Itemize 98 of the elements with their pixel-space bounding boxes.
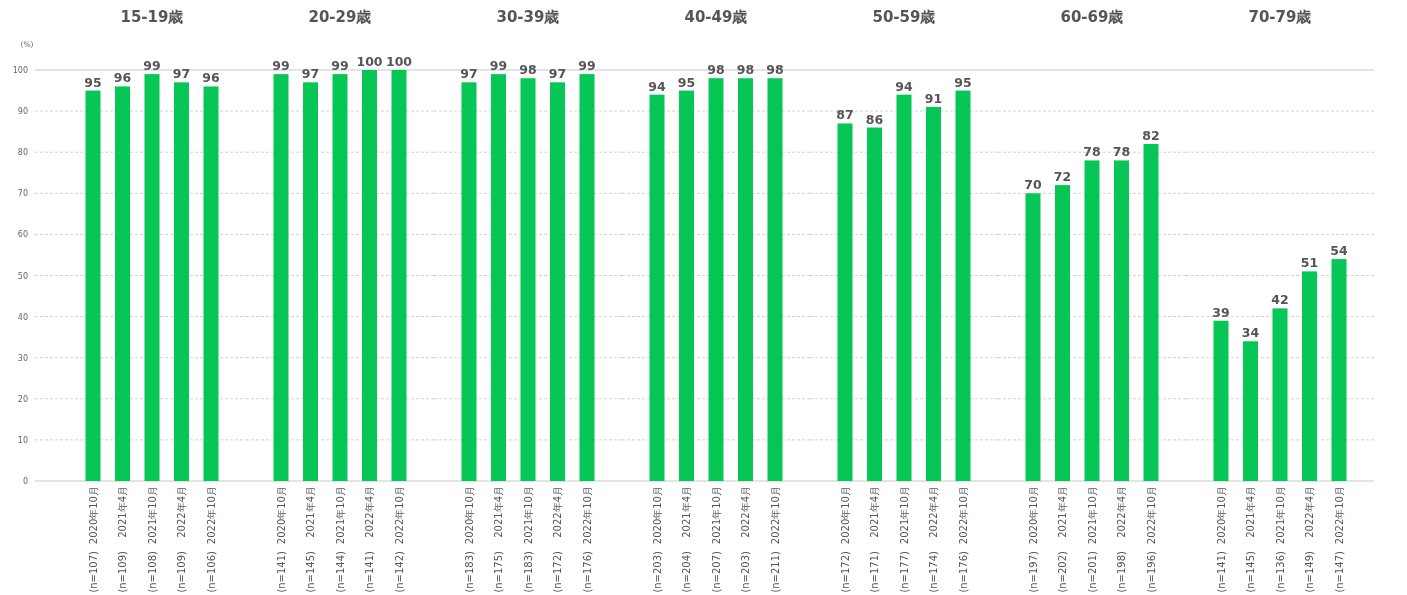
data-label: 99 xyxy=(578,58,596,74)
data-label: 78 xyxy=(1112,144,1131,160)
chart-title: 50-59歳 xyxy=(872,8,936,26)
data-label: 54 xyxy=(1330,243,1348,259)
chart-title: 30-39歳 xyxy=(496,8,560,26)
data-label: 97 xyxy=(548,66,567,82)
category-label: 2021年4月 (n=175) xyxy=(493,486,504,593)
y-tick-label: 30 xyxy=(17,353,28,363)
data-label: 98 xyxy=(736,62,755,78)
x-tick-label: 2021年10月 (n=183) xyxy=(522,486,534,595)
category-label: 2021年4月 (n=109) xyxy=(117,486,128,593)
bar xyxy=(1213,320,1229,481)
y-tick-label: 0 xyxy=(22,477,28,486)
bar xyxy=(1272,308,1288,481)
data-label: 100 xyxy=(356,54,383,69)
x-tick-label: 2021年10月 (n=201) xyxy=(1086,486,1098,595)
data-label: 51 xyxy=(1300,255,1319,271)
y-tick-label: 70 xyxy=(17,189,28,199)
x-tick-label: 2020年10月 (n=183) xyxy=(463,486,475,595)
y-tick-label: 10 xyxy=(17,435,28,445)
x-tick-label: 2020年10月 (n=141) xyxy=(275,486,287,595)
data-label: 39 xyxy=(1212,304,1230,320)
bar xyxy=(955,90,971,481)
category-label: 2021年4月 (n=202) xyxy=(1057,486,1068,593)
x-tick-label: 2021年10月 (n=108) xyxy=(146,486,158,595)
data-label: 42 xyxy=(1271,292,1289,308)
category-label: 2022年4月 (n=174) xyxy=(928,486,939,593)
data-label: 97 xyxy=(460,66,478,82)
data-label: 78 xyxy=(1083,144,1101,160)
data-label: 97 xyxy=(172,66,191,82)
data-label: 72 xyxy=(1053,169,1072,185)
bar xyxy=(896,94,912,481)
data-label: 99 xyxy=(331,58,349,74)
y-tick-label: 60 xyxy=(17,230,28,240)
data-label: 95 xyxy=(954,74,972,90)
data-label: 96 xyxy=(202,70,220,86)
category-label: 2022年4月 (n=198) xyxy=(1116,486,1127,593)
x-tick-label: 2020年10月 (n=172) xyxy=(839,486,851,595)
data-label: 98 xyxy=(519,62,537,78)
bar xyxy=(1243,341,1258,481)
chart-title: 20-29歳 xyxy=(308,8,372,26)
data-label: 99 xyxy=(272,58,290,74)
x-tick-label: 2022年10月 (n=211) xyxy=(769,486,781,595)
category-label: 2022年4月 (n=109) xyxy=(176,486,187,593)
chart-title: 40-49歳 xyxy=(684,8,748,26)
data-label: 70 xyxy=(1024,177,1042,193)
category-label: 2022年4月 (n=172) xyxy=(552,486,563,593)
data-label: 82 xyxy=(1142,127,1160,143)
data-label: 97 xyxy=(301,66,320,82)
bar xyxy=(1302,271,1317,481)
data-label: 34 xyxy=(1241,325,1260,341)
y-tick-label: 20 xyxy=(17,394,28,404)
category-label: 2021年4月 (n=145) xyxy=(305,486,316,593)
data-label: 94 xyxy=(895,78,913,94)
data-label: 95 xyxy=(677,74,696,90)
data-label: 87 xyxy=(836,107,854,123)
category-label: 2022年4月 (n=149) xyxy=(1304,486,1315,593)
data-label: 98 xyxy=(766,62,784,78)
data-label: 91 xyxy=(924,90,943,106)
data-label: 98 xyxy=(707,62,725,78)
y-tick-label: 80 xyxy=(17,148,28,158)
data-label: 99 xyxy=(143,58,161,74)
bar xyxy=(867,127,882,481)
category-label: 2021年4月 (n=204) xyxy=(681,486,692,593)
category-label: 2021年4月 (n=171) xyxy=(869,486,880,593)
chart-title: 60-69歳 xyxy=(1060,8,1124,26)
chart-title: 70-79歳 xyxy=(1248,8,1312,26)
category-label: 2022年4月 (n=141) xyxy=(364,486,375,593)
x-tick-label: 2022年10月 (n=142) xyxy=(393,486,405,595)
x-tick-label: 2020年10月 (n=197) xyxy=(1027,486,1039,595)
data-label: 99 xyxy=(489,58,508,74)
y-tick-label: 90 xyxy=(17,107,28,117)
y-tick-label: 50 xyxy=(17,271,28,281)
category-label: 2021年4月 (n=145) xyxy=(1245,486,1256,593)
bar xyxy=(837,123,853,481)
x-tick-label: 2022年10月 (n=106) xyxy=(205,486,217,595)
data-label: 94 xyxy=(648,78,666,94)
x-tick-label: 2021年10月 (n=144) xyxy=(334,486,346,595)
x-tick-label: 2021年10月 (n=177) xyxy=(898,486,910,595)
data-label: 96 xyxy=(113,70,132,86)
x-tick-label: 2020年10月 (n=203) xyxy=(651,486,663,595)
data-label: 100 xyxy=(385,54,413,69)
x-tick-label: 2021年10月 (n=207) xyxy=(710,486,722,595)
x-tick-label: 2022年10月 (n=196) xyxy=(1145,486,1157,595)
bar xyxy=(1331,259,1347,481)
x-tick-label: 2020年10月 (n=107) xyxy=(87,486,99,595)
data-label: 86 xyxy=(865,111,884,127)
x-tick-label: 2021年10月 (n=136) xyxy=(1274,486,1286,595)
chart-title: 15-19歳 xyxy=(120,8,184,26)
category-label: 2022年4月 (n=203) xyxy=(740,486,751,593)
y-tick-label: 40 xyxy=(17,312,28,322)
x-tick-label: 2020年10月 (n=141) xyxy=(1215,486,1227,595)
data-label: 95 xyxy=(84,74,102,90)
x-tick-label: 2022年10月 (n=176) xyxy=(957,486,969,595)
bar xyxy=(926,106,941,481)
y-tick-label: 100 xyxy=(12,66,28,75)
x-tick-label: 2022年10月 (n=176) xyxy=(581,486,593,595)
x-tick-label: 2022年10月 (n=147) xyxy=(1333,486,1345,595)
